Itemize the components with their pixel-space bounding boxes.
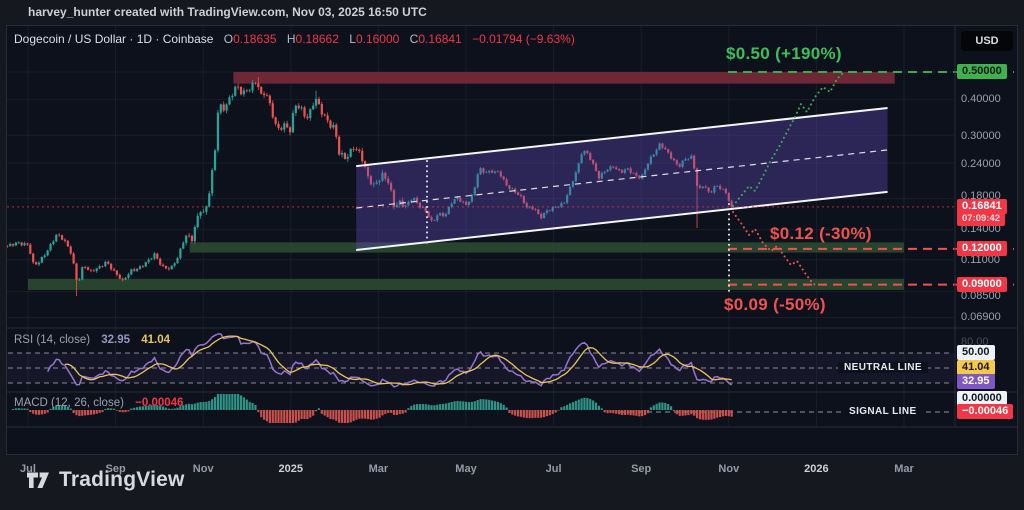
price-scale[interactable]: USD 0.40000 0.30000 0.24000 0.18000 0.14000 0… [955, 25, 1018, 427]
attribution-text: harvey_hunter created with TradingView.c… [28, 5, 427, 19]
macd-value: −0.00046 [135, 397, 184, 409]
low-value: 0.16000 [355, 32, 400, 46]
neutral-line-label[interactable]: NEUTRAL LINE [838, 362, 928, 373]
price-scale-label: 0.50000 [957, 64, 1007, 79]
time-axis[interactable]: Jul Sep Nov 2025 Mar May Jul Sep Nov 2026 Mar [6, 452, 955, 480]
price-scale-label: 0.12000 [957, 241, 1007, 256]
time-axis-label: May [455, 463, 477, 475]
price-scale-label: 0.11000 [961, 254, 1000, 266]
usd-currency-button[interactable]: USD [961, 31, 1013, 51]
price-scale-label: 0.14000 [961, 223, 1001, 235]
price-scale-label: 07:09:42 [957, 211, 1006, 226]
rsi-legend[interactable]: RSI (14, close) 32.95 41.04 [14, 334, 170, 346]
time-axis-label: Sep [105, 463, 126, 475]
price-scale-label: 0.40000 [961, 93, 1001, 105]
low-label: L [349, 32, 356, 46]
rsi-label[interactable]: RSI (14, close) [14, 334, 91, 346]
time-axis-label: Mar [368, 463, 389, 475]
target-annotation-009[interactable]: $0.09 (-50%) [724, 295, 826, 314]
macd-label[interactable]: MACD (12, 26, close) [14, 397, 124, 409]
time-axis-label: Mar [894, 463, 914, 475]
price-scale-label: 0.00000 [957, 391, 1007, 406]
time-axis-label: Nov [192, 463, 214, 475]
price-scale-label: 50.00 [957, 345, 995, 360]
rsi-ma-value: 41.04 [141, 334, 171, 346]
open-label: O [223, 32, 234, 46]
price-scale-label: −0.00046 [957, 404, 1014, 419]
symbol-legend: Dogecoin / US Dollar · 1D · Coinbase O0.… [14, 32, 575, 46]
signal-line-label[interactable]: SIGNAL LINE [843, 406, 923, 417]
time-axis-label: Nov [718, 463, 740, 475]
price-scale-label: 0.16841 [957, 199, 1007, 214]
price-scale-label: 0.08500 [961, 290, 1001, 302]
time-axis-label: Jul [20, 463, 36, 475]
price-scale-label: 0.09000 [957, 277, 1007, 292]
price-scale-label: 0.24000 [961, 158, 1001, 170]
close-label: C [409, 32, 419, 46]
high-value: 0.18662 [295, 32, 339, 46]
rsi-value: 32.95 [101, 334, 131, 346]
price-scale-label: 0.06900 [961, 311, 1001, 323]
open-value: 0.18635 [233, 32, 277, 46]
price-scale-label: 41.04 [957, 360, 995, 375]
tradingview-logo[interactable]: TradingView [26, 468, 185, 492]
macd-legend[interactable]: MACD (12, 26, close) −0.00046 [14, 397, 183, 409]
price-scale-label: 0.30000 [961, 130, 1001, 142]
time-axis-label: 2025 [278, 463, 304, 475]
change-value: −0.01794 (−9.63%) [472, 32, 575, 46]
time-axis-label: Jul [545, 463, 562, 475]
footer-bar: TradingView [0, 457, 1024, 510]
price-scale-label: 32.95 [957, 374, 995, 389]
tradingview-logo-icon [27, 472, 49, 488]
time-axis-label: Sep [631, 463, 652, 475]
target-annotation-050[interactable]: $0.50 (+190%) [726, 44, 842, 63]
time-axis-label: 2026 [804, 463, 829, 475]
target-annotation-012[interactable]: $0.12 (-30%) [770, 224, 872, 243]
tradingview-logo-text: TradingView [59, 468, 185, 491]
symbol-title[interactable]: Dogecoin / US Dollar · 1D · Coinbase [14, 32, 214, 46]
high-label: H [286, 32, 296, 46]
close-value: 0.16841 [418, 32, 462, 46]
